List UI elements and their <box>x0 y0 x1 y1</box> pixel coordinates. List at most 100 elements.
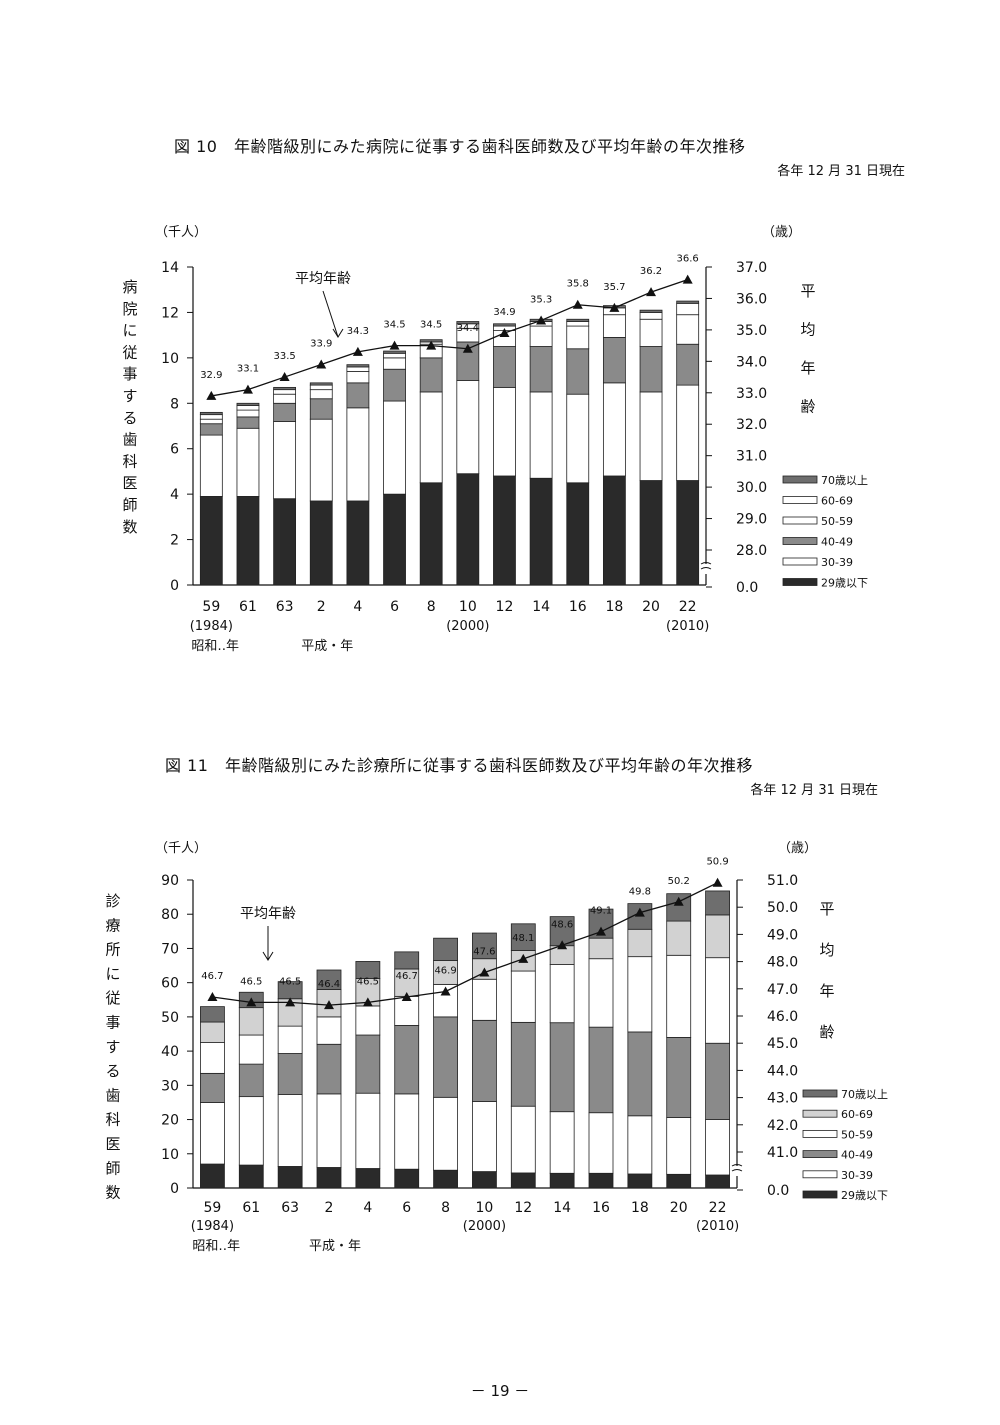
bar-segment <box>346 382 370 409</box>
legend-label: 29歳以下 <box>821 577 868 590</box>
legend-label: 50-59 <box>841 1128 873 1141</box>
bar-segment <box>309 418 333 502</box>
bar-segment <box>346 407 370 502</box>
y2-tick-label: 29.0 <box>736 512 767 528</box>
bar-segment <box>309 389 333 400</box>
average-age-marker <box>352 346 363 356</box>
bar-segment <box>529 391 553 479</box>
y-axis-title-char: 師 <box>122 496 137 514</box>
legend-label: 40-49 <box>841 1149 873 1162</box>
bar-segment <box>627 928 653 958</box>
bar-segment <box>199 418 223 425</box>
y2-tick-label: 42.0 <box>767 1118 798 1134</box>
average-age-data-label: 35.8 <box>567 279 589 290</box>
y2-tick-label: 0.0 <box>767 1183 789 1199</box>
legend-label: 30-39 <box>821 556 853 569</box>
bar-segment <box>383 493 406 586</box>
bar-segment <box>493 475 516 586</box>
average-age-marker <box>712 877 723 887</box>
average-age-data-label: 34.5 <box>420 320 442 331</box>
bar-segment <box>666 920 692 956</box>
y2-tick-label: 43.0 <box>767 1091 798 1107</box>
bar-segment <box>277 1053 303 1095</box>
bar-segment <box>277 1166 303 1189</box>
bar-segment <box>394 995 420 1026</box>
bar-segment <box>309 382 333 386</box>
era-label: 平成・年 <box>309 1239 361 1254</box>
bar-segment <box>472 932 497 960</box>
bar-segment <box>666 1173 692 1189</box>
y2-tick-label: 32.0 <box>736 417 767 433</box>
y-axis-title-char: 所 <box>105 941 120 959</box>
bar-segment <box>383 368 406 402</box>
bar-segment <box>199 496 223 586</box>
bar-segment <box>199 434 223 497</box>
average-age-marker <box>324 1000 334 1010</box>
bar-segment <box>236 409 260 418</box>
average-age-marker <box>389 340 400 350</box>
bar-segment <box>676 314 700 345</box>
bar-segment <box>588 1172 614 1189</box>
average-age-data-label: 47.6 <box>473 946 495 957</box>
legend-swatch <box>782 557 818 566</box>
x-tick-label: 59 <box>202 599 220 615</box>
y-tick-label: 10 <box>161 1147 179 1163</box>
y-axis-title-char: 歯 <box>122 431 137 449</box>
bar-segment <box>639 391 663 481</box>
average-age-data-label: 49.1 <box>590 906 612 917</box>
legend-label: 60-69 <box>841 1108 873 1121</box>
y-axis-title-char: 診 <box>105 892 120 910</box>
bar-segment <box>549 1172 575 1189</box>
bar-segment <box>627 956 653 1033</box>
average-age-marker <box>518 953 529 963</box>
y-axis-title-char: 従 <box>122 343 137 361</box>
y2-tick-label: 46.0 <box>767 1009 798 1025</box>
bar-segment <box>510 1021 536 1107</box>
bar-segment <box>566 348 590 395</box>
bar-segment <box>273 421 297 500</box>
figure-10-date-note: 各年 12 月 31 日現在 <box>777 164 905 179</box>
y2-tick-label: 50.0 <box>767 900 798 916</box>
figure-10-title: 図 10 年齢階級別にみた病院に従事する歯科医師数及び平均年齢の年次推移 <box>174 137 746 156</box>
average-age-marker <box>246 997 257 1007</box>
legend-swatch <box>782 496 818 504</box>
bar-segment <box>676 302 700 316</box>
legend-label: 50-59 <box>821 515 853 528</box>
bar-segment <box>236 405 260 411</box>
x-tick-label: 2 <box>325 1200 334 1216</box>
x-tick-label: 61 <box>239 599 257 615</box>
bar-segment <box>639 346 663 393</box>
average-age-data-label: 50.2 <box>668 876 690 887</box>
average-age-data-label: 34.4 <box>457 323 479 334</box>
bar-segment <box>200 1102 225 1165</box>
bar-segment <box>705 1119 730 1176</box>
average-age-marker <box>557 940 568 950</box>
y-axis-title-char: 病 <box>122 278 137 296</box>
average-age-data-label: 46.7 <box>396 971 418 982</box>
y-tick-label: 90 <box>161 873 179 889</box>
legend-swatch <box>802 1170 838 1179</box>
bar-segment <box>316 1043 342 1095</box>
average-age-data-label: 34.3 <box>347 326 369 337</box>
bar-segment <box>238 1034 264 1065</box>
average-age-data-label: 36.2 <box>640 266 662 277</box>
bar-segment <box>200 1006 225 1023</box>
average-age-marker <box>362 997 373 1007</box>
x-tick-label: 22 <box>679 599 697 615</box>
y2-axis-title-char: 齢 <box>819 1023 834 1041</box>
y-tick-label: 10 <box>161 351 179 367</box>
average-age-marker <box>596 926 606 936</box>
bar-segment <box>273 498 297 586</box>
y2-unit-label: （歳） <box>778 841 817 856</box>
average-age-data-label: 33.9 <box>310 338 332 349</box>
bar-segment <box>433 1016 458 1098</box>
bar-segment <box>236 402 260 406</box>
bar-segment <box>627 1031 653 1117</box>
x-year-label: (1984) <box>191 1219 234 1234</box>
bar-segment <box>588 1112 614 1174</box>
bar-segment <box>200 1163 225 1189</box>
bar-segment <box>200 1042 225 1074</box>
x-tick-label: 63 <box>276 599 294 615</box>
bar-segment <box>316 1167 342 1189</box>
